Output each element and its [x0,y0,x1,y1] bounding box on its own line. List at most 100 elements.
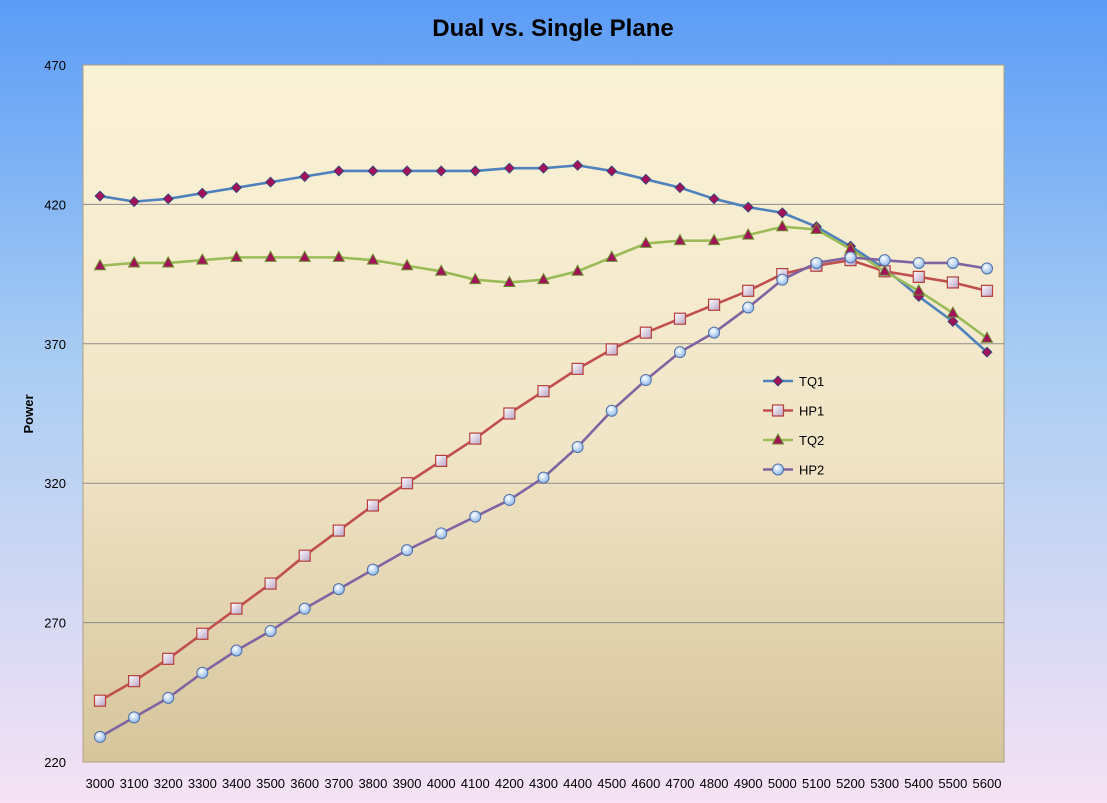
data-point-hp2 [94,730,106,743]
data-point-hp1 [742,284,755,297]
x-tick-label: 5300 [870,776,899,791]
data-point-hp2 [810,256,823,269]
data-point-hp1 [196,627,209,640]
data-point-hp2 [776,273,789,286]
data-point-hp2 [401,544,414,557]
data-point-hp2 [230,644,243,657]
data-point-tq1 [947,315,959,328]
data-point-hp2 [912,256,925,269]
x-tick-label: 4500 [597,776,626,791]
data-point-tq1 [742,201,754,213]
x-tick-label: 5200 [836,776,865,791]
data-point-hp2 [639,374,652,387]
y-tick-label: 220 [44,755,66,770]
data-point-hp2 [673,346,686,359]
data-point-hp1 [571,362,584,375]
data-point-tq2 [707,233,721,246]
data-point-hp1 [230,602,243,615]
data-point-hp2 [435,527,448,540]
data-point-hp2 [366,563,379,576]
x-tick-label: 4700 [666,776,695,791]
data-point-hp1 [503,407,516,420]
data-point-tq1 [265,176,277,188]
data-point-hp2 [605,404,618,417]
legend-label: TQ1 [799,374,824,389]
data-point-hp1 [264,577,277,590]
data-point-tq2 [571,264,584,276]
data-point-tq1 [333,165,345,177]
data-point-tq2 [332,250,346,262]
data-point-hp1 [946,276,959,289]
data-point-tq1 [435,165,447,177]
x-tick-label: 5000 [768,776,797,791]
data-point-tq1 [196,187,208,199]
data-point-tq2 [639,236,653,248]
x-tick-label: 5400 [904,776,933,791]
data-point-hp1 [639,326,652,339]
data-point-tq1 [94,190,106,202]
y-tick-label: 470 [44,58,66,73]
data-point-tq1 [401,165,413,177]
data-point-tq1 [299,170,311,183]
data-point-hp2 [469,510,482,523]
series-group [93,159,994,743]
data-point-hp2 [503,493,516,506]
x-tick-label: 4000 [427,776,456,791]
x-tick-label: 5600 [973,776,1002,791]
data-point-hp2 [298,602,311,615]
x-tick-label: 3900 [393,776,422,791]
x-tick-label: 3500 [256,776,285,791]
data-point-tq1 [503,162,515,174]
data-point-hp1 [537,385,550,398]
data-point-hp1 [605,343,618,356]
x-tick-label: 3100 [120,776,149,791]
x-tick-label: 3700 [324,776,353,791]
data-point-hp2 [844,251,857,264]
data-point-hp1 [298,549,311,562]
data-point-tq1 [367,165,379,177]
legend-label: HP2 [799,463,824,478]
data-point-tq2 [161,255,175,268]
chart-title: Dual vs. Single Plane [432,15,673,42]
data-point-hp1 [980,284,994,297]
data-point-tq2 [230,250,243,262]
data-point-tq2 [468,272,482,285]
data-point-tq2 [673,233,687,246]
data-point-hp2 [162,691,175,704]
series-hp2 [94,251,993,743]
data-point-hp1 [332,524,345,537]
data-point-tq2 [434,264,448,276]
series-tq2 [93,219,994,343]
data-point-hp2 [981,262,993,275]
data-point-tq1 [162,193,174,205]
data-point-hp1 [469,432,482,445]
data-point-tq2 [366,253,380,265]
legend-item-hp2: HP2 [763,463,824,478]
legend-marker [772,463,784,476]
data-point-tq2 [127,255,141,268]
data-point-hp1 [435,454,448,467]
data-point-hp2 [946,256,959,269]
data-point-tq2 [93,258,107,271]
data-point-hp2 [571,440,584,453]
x-tick-label: 4300 [529,776,558,791]
data-point-tq2 [605,250,619,262]
data-point-hp2 [878,254,891,267]
legend-item-hp1: HP1 [763,404,824,419]
x-tick-label: 3000 [86,776,115,791]
legend-label: TQ2 [799,433,824,448]
x-tick-label: 3300 [188,776,217,791]
x-tick-label: 3400 [222,776,251,791]
y-tick-label: 370 [44,337,66,352]
x-tick-label: 3600 [290,776,319,791]
data-point-tq2 [298,250,312,262]
data-point-tq1 [674,182,686,194]
data-point-tq2 [741,228,755,240]
x-tick-label: 4900 [734,776,763,791]
data-point-hp2 [742,301,755,314]
data-point-tq2 [537,272,550,285]
x-tick-label: 4100 [461,776,490,791]
y-axis-ticks: 220 270 320 370 420 470 [44,58,66,770]
